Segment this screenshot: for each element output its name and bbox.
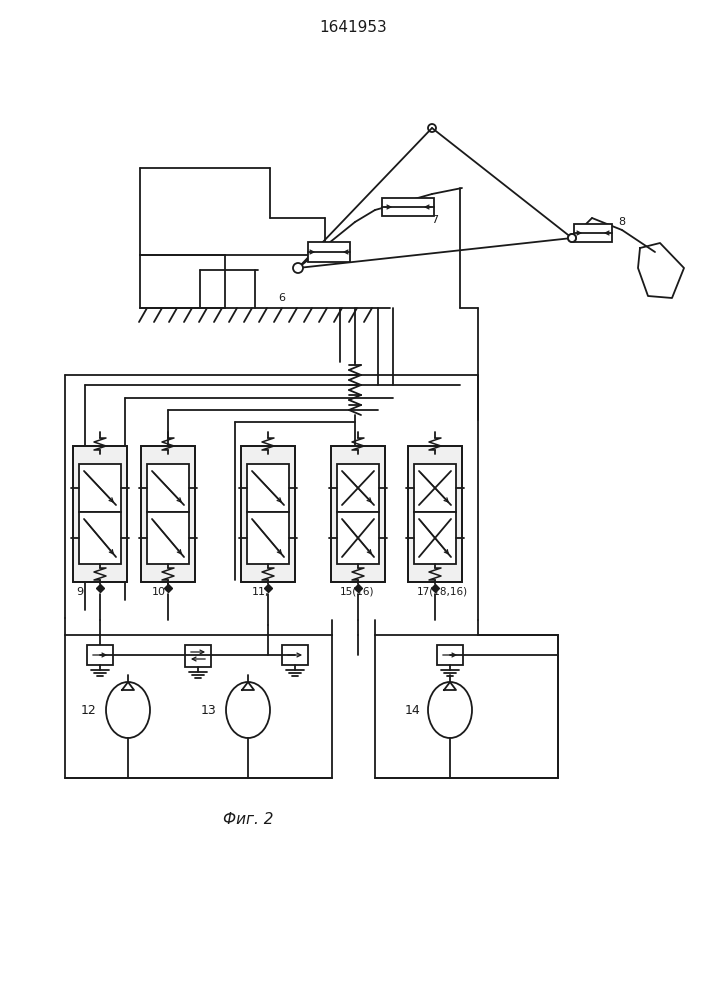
Text: 8: 8 bbox=[619, 217, 626, 227]
Text: 15(16): 15(16) bbox=[340, 587, 375, 597]
Circle shape bbox=[568, 234, 576, 242]
Bar bbox=[337, 464, 379, 512]
Bar bbox=[408, 446, 462, 582]
Text: 17(18,16): 17(18,16) bbox=[417, 587, 468, 597]
Bar bbox=[282, 645, 308, 665]
Bar bbox=[241, 446, 295, 582]
Bar bbox=[308, 242, 350, 262]
Bar bbox=[185, 645, 211, 667]
Bar bbox=[73, 446, 127, 582]
Bar bbox=[437, 645, 463, 665]
Text: 13: 13 bbox=[200, 704, 216, 716]
Bar bbox=[331, 446, 385, 582]
Bar bbox=[574, 224, 612, 242]
Circle shape bbox=[568, 234, 576, 242]
Bar bbox=[414, 464, 456, 512]
Text: 12: 12 bbox=[81, 704, 96, 716]
Bar bbox=[79, 464, 121, 512]
Bar bbox=[141, 446, 195, 582]
Text: 6: 6 bbox=[279, 293, 286, 303]
Bar bbox=[337, 512, 379, 564]
Circle shape bbox=[293, 263, 303, 273]
Text: 7: 7 bbox=[431, 215, 438, 225]
Bar bbox=[79, 512, 121, 564]
Text: 10: 10 bbox=[152, 587, 166, 597]
Bar bbox=[147, 512, 189, 564]
Text: 1641953: 1641953 bbox=[319, 20, 387, 35]
Bar bbox=[408, 446, 462, 582]
Text: 14: 14 bbox=[404, 704, 420, 716]
Bar bbox=[147, 464, 189, 512]
Bar bbox=[87, 645, 113, 665]
Bar bbox=[331, 446, 385, 582]
Bar bbox=[382, 198, 434, 216]
Bar bbox=[141, 446, 195, 582]
Bar bbox=[247, 464, 289, 512]
Text: 11,: 11, bbox=[252, 587, 269, 597]
Bar bbox=[247, 512, 289, 564]
Bar bbox=[241, 446, 295, 582]
Text: Фиг. 2: Фиг. 2 bbox=[223, 812, 273, 828]
Bar bbox=[414, 512, 456, 564]
Bar bbox=[73, 446, 127, 582]
Text: 9: 9 bbox=[76, 587, 83, 597]
